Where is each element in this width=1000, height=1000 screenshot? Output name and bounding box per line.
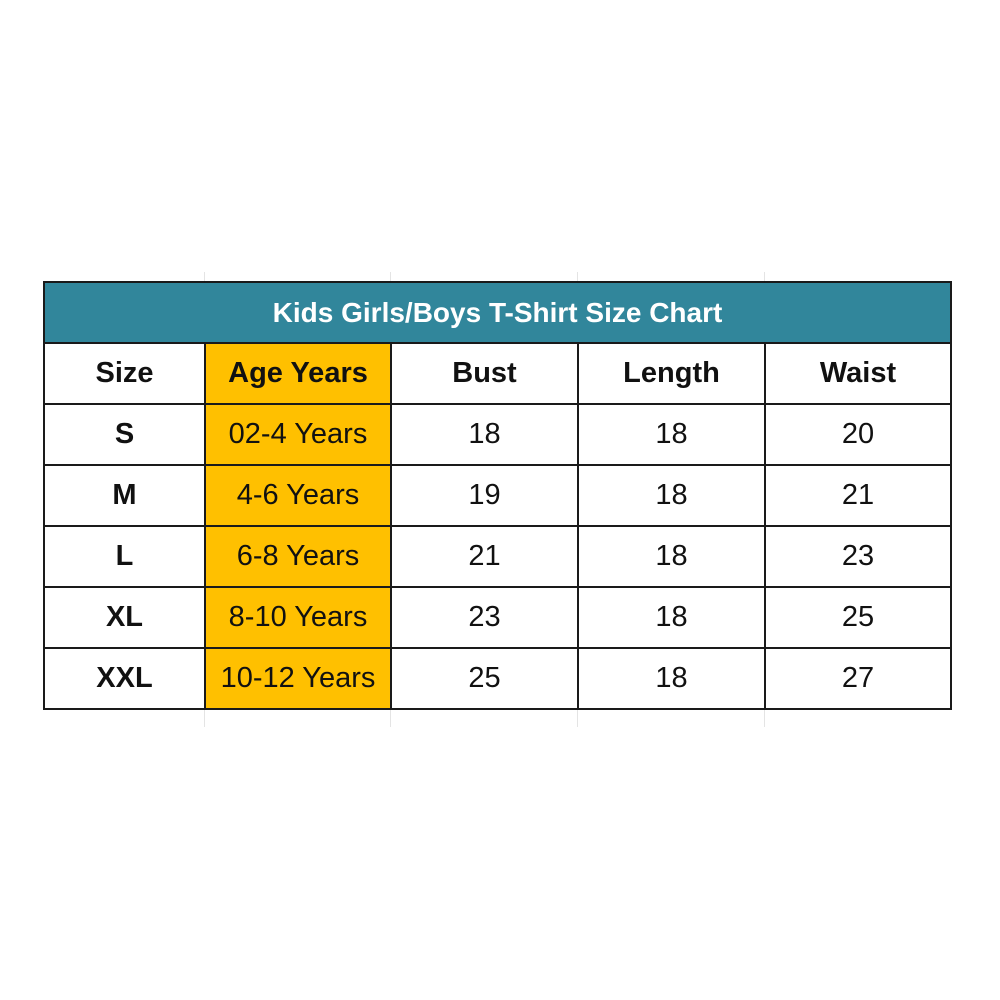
- age-cell: 10-12 Years: [204, 647, 392, 710]
- waist-cell: 25: [763, 586, 953, 649]
- size-chart-table: Kids Girls/Boys T-Shirt Size Chart Size …: [42, 281, 953, 710]
- waist-cell: 23: [763, 525, 953, 588]
- table-row: XXL 10-12 Years 25 18 27: [43, 647, 953, 710]
- table-row: M 4-6 Years 19 18 21: [43, 464, 953, 527]
- waist-cell: 27: [763, 647, 953, 710]
- length-cell: 18: [577, 586, 766, 649]
- length-cell: 18: [577, 647, 766, 710]
- bust-cell: 23: [390, 586, 579, 649]
- table-row: S 02-4 Years 18 18 20: [43, 403, 953, 466]
- size-cell: M: [43, 464, 206, 527]
- table-row: XL 8-10 Years 23 18 25: [43, 586, 953, 649]
- column-header: Bust: [390, 342, 579, 405]
- age-cell: 02-4 Years: [204, 403, 392, 466]
- bust-cell: 18: [390, 403, 579, 466]
- waist-cell: 21: [763, 464, 953, 527]
- length-cell: 18: [577, 464, 766, 527]
- table-title: Kids Girls/Boys T-Shirt Size Chart: [42, 281, 953, 344]
- bust-cell: 25: [390, 647, 579, 710]
- size-cell: XL: [43, 586, 206, 649]
- size-cell: XXL: [43, 647, 206, 710]
- age-cell: 8-10 Years: [204, 586, 392, 649]
- header-row: Size Age Years Bust Length Waist: [43, 342, 953, 405]
- age-cell: 4-6 Years: [204, 464, 392, 527]
- age-cell: 6-8 Years: [204, 525, 392, 588]
- bust-cell: 21: [390, 525, 579, 588]
- column-header: Age Years: [204, 342, 392, 405]
- bust-cell: 19: [390, 464, 579, 527]
- table-row: L 6-8 Years 21 18 23: [43, 525, 953, 588]
- waist-cell: 20: [763, 403, 953, 466]
- size-cell: S: [43, 403, 206, 466]
- column-header: Size: [43, 342, 206, 405]
- length-cell: 18: [577, 525, 766, 588]
- size-cell: L: [43, 525, 206, 588]
- column-header: Length: [577, 342, 766, 405]
- column-header: Waist: [763, 342, 953, 405]
- length-cell: 18: [577, 403, 766, 466]
